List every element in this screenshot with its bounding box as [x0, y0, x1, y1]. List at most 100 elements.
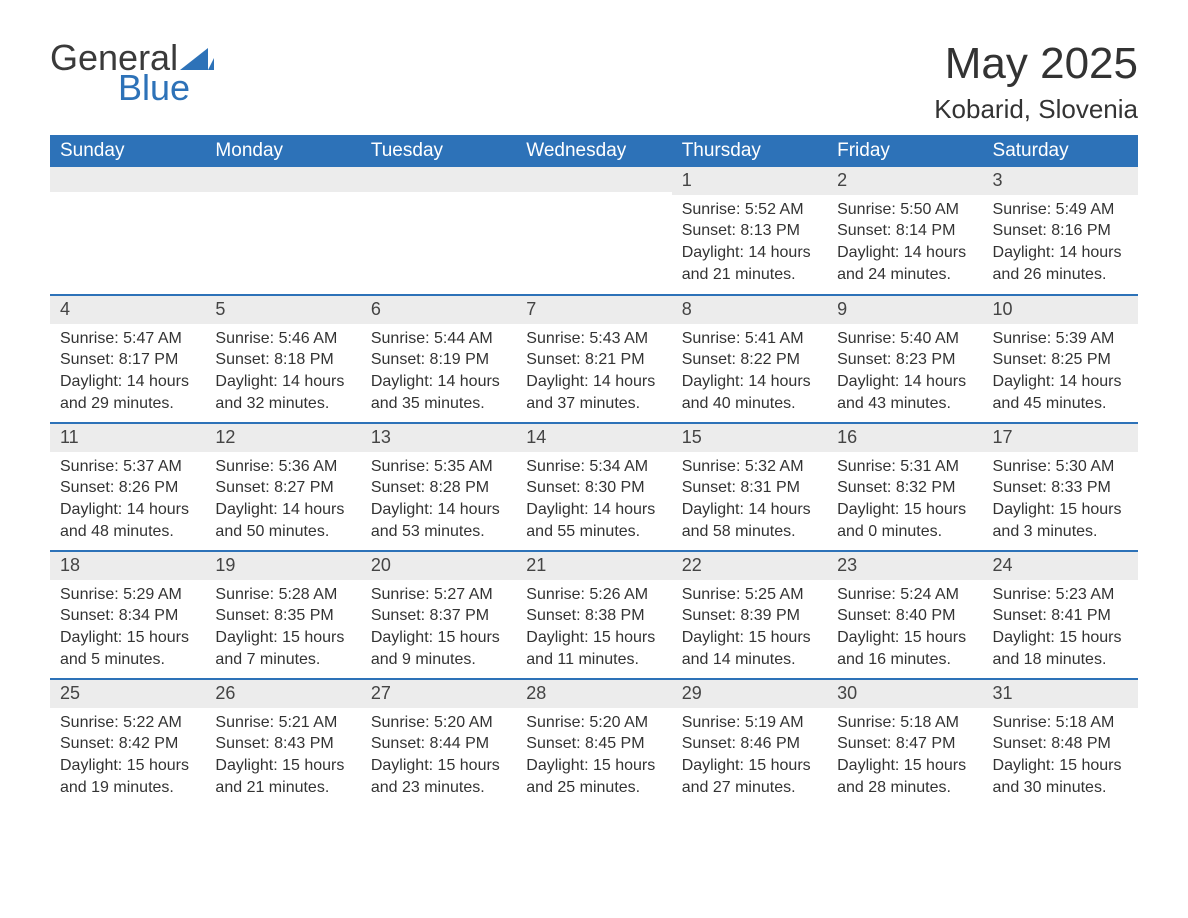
sunrise-text: Sunrise: 5:49 AM [993, 199, 1128, 221]
day-number: 7 [516, 296, 671, 323]
daylight-text: Daylight: 15 hours and 18 minutes. [993, 627, 1128, 670]
day-body: Sunrise: 5:39 AMSunset: 8:25 PMDaylight:… [983, 324, 1138, 420]
day-body: Sunrise: 5:34 AMSunset: 8:30 PMDaylight:… [516, 452, 671, 548]
calendar-day-cell: 28Sunrise: 5:20 AMSunset: 8:45 PMDayligh… [516, 679, 671, 807]
day-number: 10 [983, 296, 1138, 323]
day-number: 28 [516, 680, 671, 707]
calendar-day-cell: 23Sunrise: 5:24 AMSunset: 8:40 PMDayligh… [827, 551, 982, 679]
day-number: 24 [983, 552, 1138, 579]
calendar-week-row: 25Sunrise: 5:22 AMSunset: 8:42 PMDayligh… [50, 679, 1138, 807]
calendar-day-cell: 16Sunrise: 5:31 AMSunset: 8:32 PMDayligh… [827, 423, 982, 551]
daylight-text: Daylight: 14 hours and 29 minutes. [60, 371, 195, 414]
sunrise-text: Sunrise: 5:46 AM [215, 328, 350, 350]
calendar-week-row: 1Sunrise: 5:52 AMSunset: 8:13 PMDaylight… [50, 167, 1138, 295]
sunrise-text: Sunrise: 5:47 AM [60, 328, 195, 350]
weekday-header: Sunday [50, 135, 205, 167]
calendar-day-cell: 31Sunrise: 5:18 AMSunset: 8:48 PMDayligh… [983, 679, 1138, 807]
day-number: 13 [361, 424, 516, 451]
sunrise-text: Sunrise: 5:30 AM [993, 456, 1128, 478]
daylight-text: Daylight: 14 hours and 48 minutes. [60, 499, 195, 542]
weekday-header: Tuesday [361, 135, 516, 167]
brand-logo: General Blue [50, 40, 214, 106]
sunset-text: Sunset: 8:32 PM [837, 477, 972, 499]
day-body: Sunrise: 5:22 AMSunset: 8:42 PMDaylight:… [50, 708, 205, 804]
sunset-text: Sunset: 8:33 PM [993, 477, 1128, 499]
sunset-text: Sunset: 8:42 PM [60, 733, 195, 755]
daylight-text: Daylight: 14 hours and 24 minutes. [837, 242, 972, 285]
sunset-text: Sunset: 8:44 PM [371, 733, 506, 755]
calendar-day-cell: 13Sunrise: 5:35 AMSunset: 8:28 PMDayligh… [361, 423, 516, 551]
daylight-text: Daylight: 15 hours and 16 minutes. [837, 627, 972, 670]
sunrise-text: Sunrise: 5:44 AM [371, 328, 506, 350]
day-number: 5 [205, 296, 360, 323]
day-number: 1 [672, 167, 827, 194]
weekday-header: Wednesday [516, 135, 671, 167]
weekday-header: Friday [827, 135, 982, 167]
calendar-day-cell: 11Sunrise: 5:37 AMSunset: 8:26 PMDayligh… [50, 423, 205, 551]
day-number: 15 [672, 424, 827, 451]
daylight-text: Daylight: 15 hours and 7 minutes. [215, 627, 350, 670]
location: Kobarid, Slovenia [934, 94, 1138, 125]
calendar-table: SundayMondayTuesdayWednesdayThursdayFrid… [50, 135, 1138, 807]
calendar-day-cell: 17Sunrise: 5:30 AMSunset: 8:33 PMDayligh… [983, 423, 1138, 551]
calendar-day-cell: 9Sunrise: 5:40 AMSunset: 8:23 PMDaylight… [827, 295, 982, 423]
day-body: Sunrise: 5:47 AMSunset: 8:17 PMDaylight:… [50, 324, 205, 420]
day-body: Sunrise: 5:18 AMSunset: 8:47 PMDaylight:… [827, 708, 982, 804]
day-number: 3 [983, 167, 1138, 194]
calendar-day-cell: 7Sunrise: 5:43 AMSunset: 8:21 PMDaylight… [516, 295, 671, 423]
day-number: 2 [827, 167, 982, 194]
daylight-text: Daylight: 15 hours and 21 minutes. [215, 755, 350, 798]
weekday-header: Monday [205, 135, 360, 167]
daylight-text: Daylight: 15 hours and 5 minutes. [60, 627, 195, 670]
day-body: Sunrise: 5:30 AMSunset: 8:33 PMDaylight:… [983, 452, 1138, 548]
sunset-text: Sunset: 8:22 PM [682, 349, 817, 371]
day-body: Sunrise: 5:23 AMSunset: 8:41 PMDaylight:… [983, 580, 1138, 676]
sunrise-text: Sunrise: 5:32 AM [682, 456, 817, 478]
daylight-text: Daylight: 14 hours and 43 minutes. [837, 371, 972, 414]
sunset-text: Sunset: 8:34 PM [60, 605, 195, 627]
sunset-text: Sunset: 8:35 PM [215, 605, 350, 627]
day-body: Sunrise: 5:35 AMSunset: 8:28 PMDaylight:… [361, 452, 516, 548]
calendar-day-cell: 10Sunrise: 5:39 AMSunset: 8:25 PMDayligh… [983, 295, 1138, 423]
day-body: Sunrise: 5:32 AMSunset: 8:31 PMDaylight:… [672, 452, 827, 548]
calendar-day-cell [50, 167, 205, 295]
sunset-text: Sunset: 8:41 PM [993, 605, 1128, 627]
calendar-day-cell [516, 167, 671, 295]
sunrise-text: Sunrise: 5:22 AM [60, 712, 195, 734]
calendar-day-cell: 30Sunrise: 5:18 AMSunset: 8:47 PMDayligh… [827, 679, 982, 807]
day-body: Sunrise: 5:25 AMSunset: 8:39 PMDaylight:… [672, 580, 827, 676]
sunset-text: Sunset: 8:19 PM [371, 349, 506, 371]
sunset-text: Sunset: 8:48 PM [993, 733, 1128, 755]
calendar-day-cell: 8Sunrise: 5:41 AMSunset: 8:22 PMDaylight… [672, 295, 827, 423]
calendar-day-cell: 5Sunrise: 5:46 AMSunset: 8:18 PMDaylight… [205, 295, 360, 423]
sunset-text: Sunset: 8:46 PM [682, 733, 817, 755]
day-number: 30 [827, 680, 982, 707]
calendar-day-cell: 1Sunrise: 5:52 AMSunset: 8:13 PMDaylight… [672, 167, 827, 295]
sunrise-text: Sunrise: 5:50 AM [837, 199, 972, 221]
daylight-text: Daylight: 15 hours and 9 minutes. [371, 627, 506, 670]
sunset-text: Sunset: 8:18 PM [215, 349, 350, 371]
daylight-text: Daylight: 14 hours and 26 minutes. [993, 242, 1128, 285]
day-body: Sunrise: 5:19 AMSunset: 8:46 PMDaylight:… [672, 708, 827, 804]
sunset-text: Sunset: 8:40 PM [837, 605, 972, 627]
title-block: May 2025 Kobarid, Slovenia [934, 40, 1138, 125]
calendar-day-cell: 24Sunrise: 5:23 AMSunset: 8:41 PMDayligh… [983, 551, 1138, 679]
day-number: 22 [672, 552, 827, 579]
day-body: Sunrise: 5:18 AMSunset: 8:48 PMDaylight:… [983, 708, 1138, 804]
sunrise-text: Sunrise: 5:20 AM [526, 712, 661, 734]
day-body: Sunrise: 5:50 AMSunset: 8:14 PMDaylight:… [827, 195, 982, 291]
day-body: Sunrise: 5:44 AMSunset: 8:19 PMDaylight:… [361, 324, 516, 420]
day-number: 16 [827, 424, 982, 451]
sunrise-text: Sunrise: 5:39 AM [993, 328, 1128, 350]
day-body: Sunrise: 5:37 AMSunset: 8:26 PMDaylight:… [50, 452, 205, 548]
calendar-day-cell: 21Sunrise: 5:26 AMSunset: 8:38 PMDayligh… [516, 551, 671, 679]
day-body: Sunrise: 5:52 AMSunset: 8:13 PMDaylight:… [672, 195, 827, 291]
sunrise-text: Sunrise: 5:43 AM [526, 328, 661, 350]
sunrise-text: Sunrise: 5:31 AM [837, 456, 972, 478]
sunset-text: Sunset: 8:27 PM [215, 477, 350, 499]
empty-day [516, 167, 671, 192]
calendar-day-cell: 25Sunrise: 5:22 AMSunset: 8:42 PMDayligh… [50, 679, 205, 807]
sunset-text: Sunset: 8:23 PM [837, 349, 972, 371]
calendar-day-cell: 12Sunrise: 5:36 AMSunset: 8:27 PMDayligh… [205, 423, 360, 551]
daylight-text: Daylight: 14 hours and 35 minutes. [371, 371, 506, 414]
